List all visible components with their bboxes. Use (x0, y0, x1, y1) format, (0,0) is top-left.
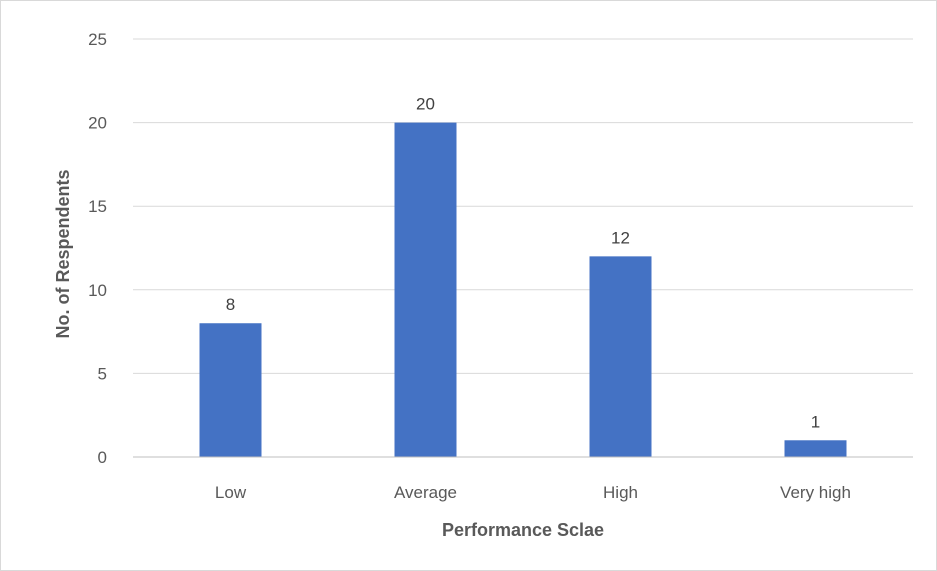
y-axis-title: No. of Respendents (53, 169, 73, 338)
bar-low (199, 323, 262, 457)
x-tick-label: Low (215, 483, 247, 502)
data-label: 20 (416, 95, 435, 114)
x-axis-ticks: Low Average High Very high (215, 483, 851, 502)
y-axis-ticks: 0 5 10 15 20 25 (88, 30, 107, 467)
y-tick-label: 25 (88, 30, 107, 49)
data-label: 1 (811, 412, 820, 431)
x-tick-label: High (603, 483, 638, 502)
y-tick-label: 10 (88, 281, 107, 300)
x-tick-label: Very high (780, 483, 851, 502)
x-axis-title: Performance Sclae (442, 520, 604, 540)
data-label: 12 (611, 228, 630, 247)
y-tick-label: 5 (98, 364, 107, 383)
bar-average (394, 122, 457, 457)
bars (199, 122, 847, 457)
gridlines (133, 38, 913, 374)
data-labels: 8 20 12 1 (226, 95, 820, 432)
y-tick-label: 15 (88, 197, 107, 216)
data-label: 8 (226, 295, 235, 314)
x-tick-label: Average (394, 483, 457, 502)
bar-very-high (784, 440, 847, 457)
y-tick-label: 0 (98, 448, 107, 467)
bar-high (589, 256, 652, 457)
y-tick-label: 20 (88, 114, 107, 133)
